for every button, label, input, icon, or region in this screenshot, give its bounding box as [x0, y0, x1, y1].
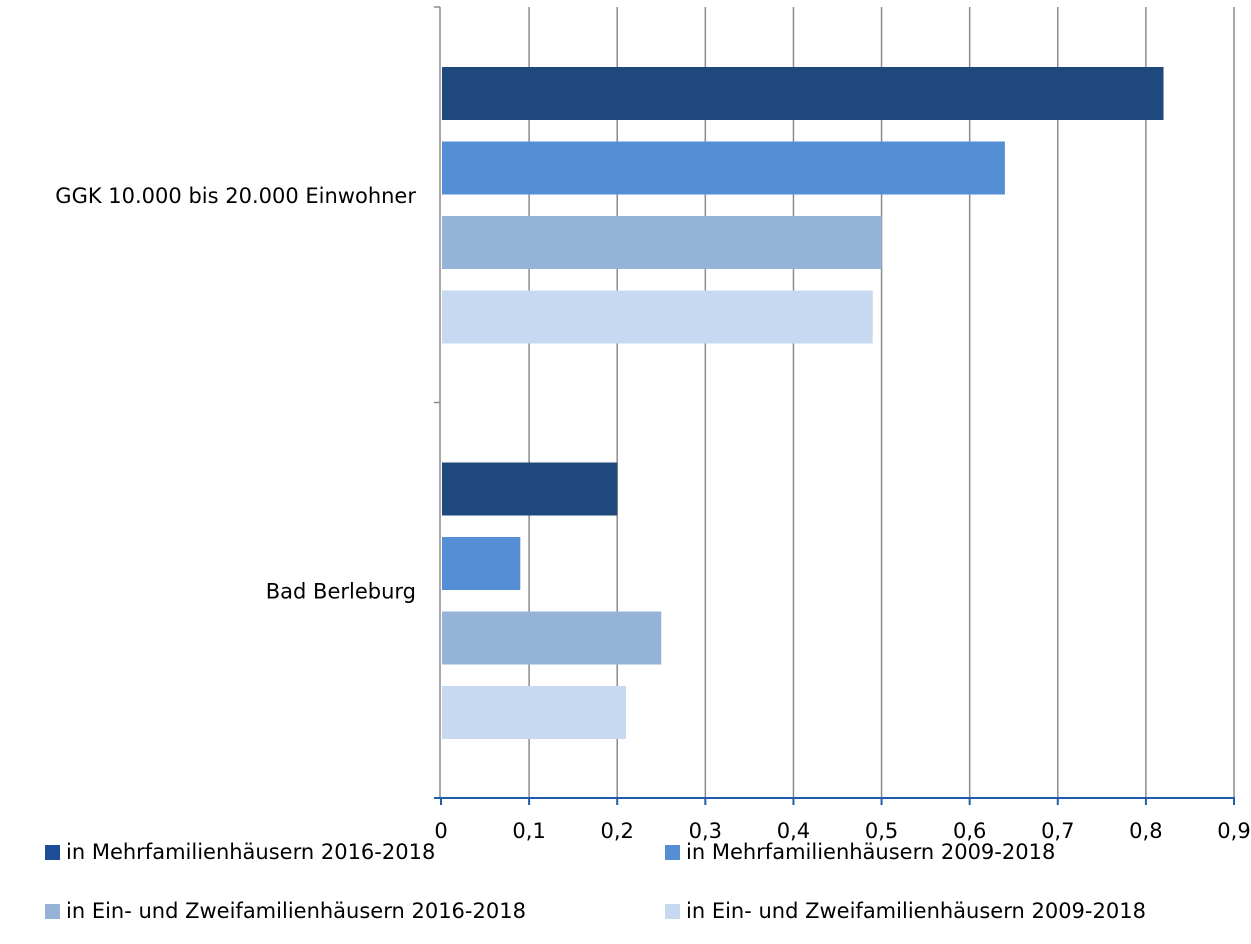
bar-1-series-4 [442, 290, 873, 344]
category-label: GGK 10.000 bis 20.000 Einwohner [55, 184, 416, 208]
legend-marker-series-4 [665, 904, 680, 919]
x-tick-label: 0,9 [1217, 819, 1250, 843]
legend-label-series-4: in Ein- und Zweifamilienhäusern 2009-201… [686, 899, 1146, 923]
bar-2-series-3 [442, 611, 662, 665]
x-tick-label: 0,7 [1041, 819, 1074, 843]
bar-2-series-4 [442, 686, 627, 739]
bar-1-series-2 [442, 141, 1005, 195]
legend: in Mehrfamilienhäusern 2016-2018 in Mehrf… [45, 840, 1146, 923]
x-tick-label: 0,1 [512, 819, 545, 843]
bar-2-series-1 [442, 462, 618, 516]
x-tick-label: 0,4 [777, 819, 810, 843]
bar-1-series-1 [442, 67, 1164, 120]
x-tick-label: 0,6 [953, 819, 986, 843]
x-tick-label: 0,8 [1129, 819, 1162, 843]
legend-label-series-1: in Mehrfamilienhäusern 2016-2018 [66, 840, 435, 864]
legend-label-series-3: in Ein- und Zweifamilienhäusern 2016-201… [66, 899, 526, 923]
legend-label-series-2: in Mehrfamilienhäusern 2009-2018 [686, 840, 1055, 864]
bars [442, 67, 1164, 739]
x-tick-label: 0,5 [865, 819, 898, 843]
x-tick-label: 0,2 [601, 819, 634, 843]
legend-marker-series-1 [45, 845, 60, 860]
legend-marker-series-3 [45, 904, 60, 919]
gridlines [528, 7, 1235, 798]
bar-2-series-2 [442, 537, 521, 590]
legend-marker-series-2 [665, 845, 680, 860]
labels: GGK 10.000 bis 20.000 Einwohner Bad Berle… [55, 184, 1250, 843]
bar-1-series-3 [442, 216, 882, 269]
axes [434, 6, 1235, 805]
x-tick-label: 0,3 [689, 819, 722, 843]
category-label: Bad Berleburg [266, 579, 416, 603]
x-tick-label: 0 [434, 819, 447, 843]
